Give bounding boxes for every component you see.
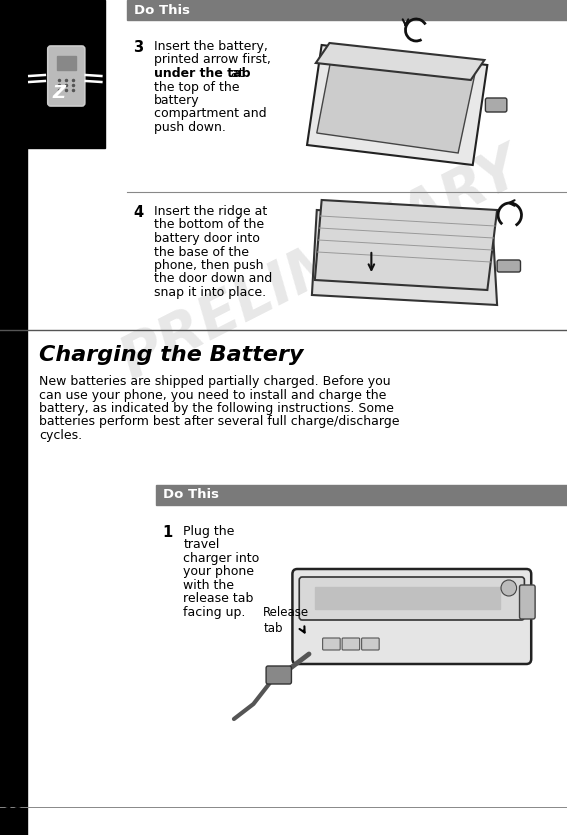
Text: battery, as indicated by the following instructions. Some: battery, as indicated by the following i… xyxy=(39,402,394,415)
Text: can use your phone, you need to install and charge the: can use your phone, you need to install … xyxy=(39,388,386,402)
FancyBboxPatch shape xyxy=(485,98,507,112)
Text: travel: travel xyxy=(183,539,219,551)
Text: battery: battery xyxy=(154,94,200,107)
Text: with the: with the xyxy=(183,579,234,592)
Text: batteries perform best after several full charge/discharge: batteries perform best after several ful… xyxy=(39,416,399,428)
FancyBboxPatch shape xyxy=(361,638,379,650)
FancyBboxPatch shape xyxy=(48,46,85,106)
Text: 4: 4 xyxy=(133,205,144,220)
Polygon shape xyxy=(312,210,497,305)
FancyBboxPatch shape xyxy=(342,638,360,650)
Text: your phone: your phone xyxy=(183,565,254,579)
Text: Plug the: Plug the xyxy=(183,525,235,538)
FancyBboxPatch shape xyxy=(322,638,340,650)
FancyBboxPatch shape xyxy=(520,585,535,619)
FancyBboxPatch shape xyxy=(299,577,524,620)
Polygon shape xyxy=(315,200,497,290)
Text: at: at xyxy=(228,67,244,80)
Text: 3: 3 xyxy=(133,40,144,55)
FancyBboxPatch shape xyxy=(497,260,520,272)
FancyBboxPatch shape xyxy=(292,569,531,664)
Text: facing up.: facing up. xyxy=(183,606,246,619)
Text: the bottom of the: the bottom of the xyxy=(154,219,264,231)
Text: PRELIMINARY: PRELIMINARY xyxy=(112,139,532,391)
Polygon shape xyxy=(316,43,484,80)
Bar xyxy=(127,0,567,20)
Bar xyxy=(315,587,500,609)
Text: 18: 18 xyxy=(4,806,23,820)
Text: Z: Z xyxy=(52,84,65,102)
Text: release tab: release tab xyxy=(183,593,254,605)
Text: battery door into: battery door into xyxy=(154,232,260,245)
Text: the top of the: the top of the xyxy=(154,80,240,94)
Text: the door down and: the door down and xyxy=(154,272,272,286)
Text: 1: 1 xyxy=(163,525,173,540)
Text: snap it into place.: snap it into place. xyxy=(154,286,266,299)
Text: push down.: push down. xyxy=(154,121,226,134)
Text: the base of the: the base of the xyxy=(154,245,249,259)
Text: Charging the Battery: Charging the Battery xyxy=(39,345,303,365)
Text: printed arrow first,: printed arrow first, xyxy=(154,53,271,67)
Text: Do This: Do This xyxy=(133,3,190,17)
Bar xyxy=(56,56,76,70)
Text: cycles.: cycles. xyxy=(39,429,82,442)
Text: charger into: charger into xyxy=(183,552,260,565)
Polygon shape xyxy=(307,45,487,165)
Text: compartment and: compartment and xyxy=(154,108,267,120)
Text: Insert the battery,: Insert the battery, xyxy=(154,40,268,53)
Text: New batteries are shipped partially charged. Before you: New batteries are shipped partially char… xyxy=(39,375,391,388)
Bar xyxy=(0,0,105,148)
Text: Release
tab: Release tab xyxy=(263,605,309,635)
Circle shape xyxy=(501,580,517,596)
Polygon shape xyxy=(317,57,475,153)
Text: Do This: Do This xyxy=(163,488,219,502)
Bar xyxy=(0,0,27,835)
Bar xyxy=(156,485,567,505)
Text: under the tab: under the tab xyxy=(154,67,250,80)
Text: phone, then push: phone, then push xyxy=(154,259,264,272)
Text: Getting Started: Getting Started xyxy=(7,397,20,514)
FancyBboxPatch shape xyxy=(266,666,292,684)
Text: Insert the ridge at: Insert the ridge at xyxy=(154,205,267,218)
